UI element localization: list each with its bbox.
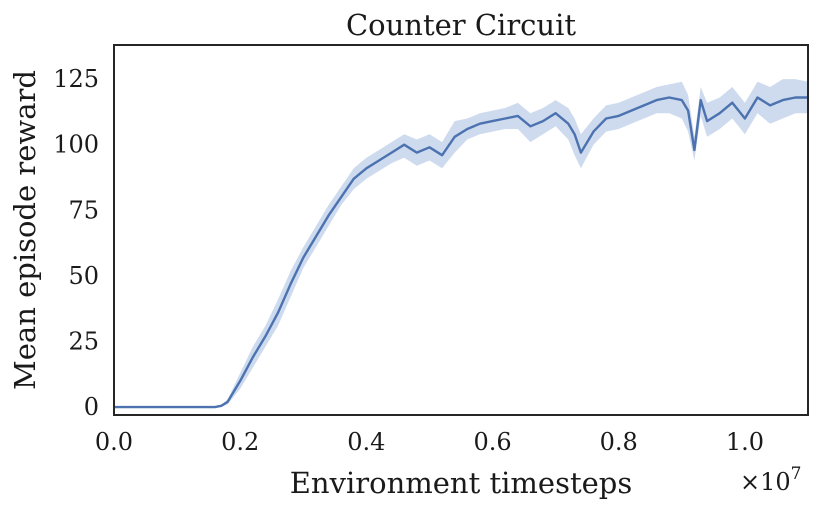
chart-title: Counter Circuit: [346, 8, 576, 42]
y-axis-label: Mean episode reward: [8, 70, 42, 390]
y-tick-label: 0: [84, 393, 99, 421]
x-tick-label: 0.8: [600, 428, 638, 456]
x-tick-label: 0.2: [221, 428, 259, 456]
plot-area: [114, 79, 808, 409]
y-tick-label: 75: [68, 196, 99, 224]
confidence-band: [114, 79, 808, 408]
x-tick-label: 0.0: [95, 428, 133, 456]
x-axis-label: Environment timesteps: [290, 466, 632, 500]
x-multiplier-exponent: 7: [791, 464, 802, 484]
x-axis-multiplier: ×107: [740, 464, 801, 496]
y-tick-label: 25: [68, 328, 99, 356]
plot-frame: [113, 44, 809, 416]
x-multiplier-base: ×10: [740, 468, 791, 496]
x-tick-labels: 0.0 0.2 0.4 0.6 0.8 1.0: [95, 428, 764, 456]
y-tick-labels: 0 25 50 75 100 125: [53, 65, 99, 421]
x-tick-label: 0.6: [473, 428, 511, 456]
x-tick-label: 1.0: [726, 428, 764, 456]
x-tick-label: 0.4: [347, 428, 385, 456]
y-tick-label: 125: [53, 65, 99, 93]
mean-reward-line: [114, 96, 808, 409]
y-tick-label: 100: [53, 131, 99, 159]
y-tick-label: 50: [68, 262, 99, 290]
